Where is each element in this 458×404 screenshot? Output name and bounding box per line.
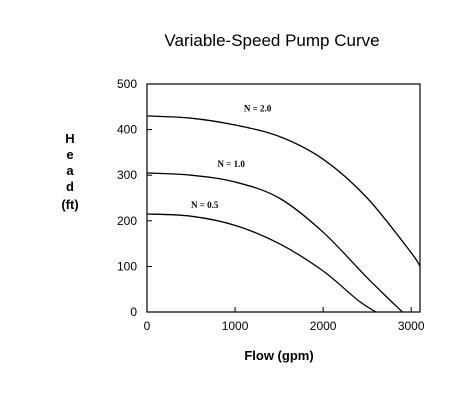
plot-area: 0 1000 2000 3000 0 100 200 300 400 500 N = 2.0 N = … bbox=[117, 77, 425, 333]
x-tick-label: 0 bbox=[144, 319, 151, 333]
curve-series-2 bbox=[146, 172, 403, 313]
curve-label-3: N = 0.5 bbox=[191, 200, 219, 210]
y-tick-label: 500 bbox=[117, 77, 137, 91]
y-tick-label: 100 bbox=[117, 259, 137, 273]
x-tick-label: 3000 bbox=[398, 319, 425, 333]
curve-label-2: N = 1.0 bbox=[217, 159, 245, 169]
chart-title: Variable-Speed Pump Curve bbox=[164, 31, 379, 50]
x-tick-label: 2000 bbox=[310, 319, 337, 333]
plot-frame bbox=[146, 83, 421, 313]
y-axis-label-letter: e bbox=[66, 147, 73, 162]
x-tick-label: 1000 bbox=[222, 319, 249, 333]
y-axis-label-letter: a bbox=[66, 163, 74, 178]
y-axis-label-letter: d bbox=[66, 179, 74, 194]
y-tick-label: 400 bbox=[117, 123, 137, 137]
y-tick-label: 0 bbox=[130, 305, 137, 319]
x-axis-label: Flow (gpm) bbox=[244, 348, 313, 363]
y-tick-label: 300 bbox=[117, 168, 137, 182]
curve-label-1: N = 2.0 bbox=[244, 103, 272, 113]
curve-series-3 bbox=[146, 213, 377, 313]
y-tick-label: 200 bbox=[117, 214, 137, 228]
y-axis-label-unit: (ft) bbox=[61, 197, 78, 212]
curve-series-1 bbox=[146, 115, 421, 267]
y-axis-label-letter: H bbox=[65, 131, 74, 146]
